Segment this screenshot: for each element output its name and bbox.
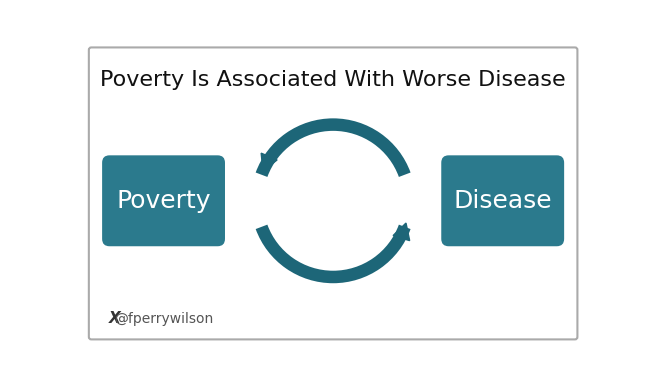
FancyBboxPatch shape — [102, 155, 225, 246]
Text: Disease: Disease — [454, 189, 552, 213]
Polygon shape — [261, 153, 277, 171]
Polygon shape — [393, 223, 410, 241]
FancyBboxPatch shape — [441, 155, 564, 246]
Text: Poverty Is Associated With Worse Disease: Poverty Is Associated With Worse Disease — [100, 70, 566, 90]
Text: X: X — [109, 311, 120, 326]
Text: Poverty: Poverty — [116, 189, 211, 213]
Text: @fperrywilson: @fperrywilson — [114, 312, 213, 326]
